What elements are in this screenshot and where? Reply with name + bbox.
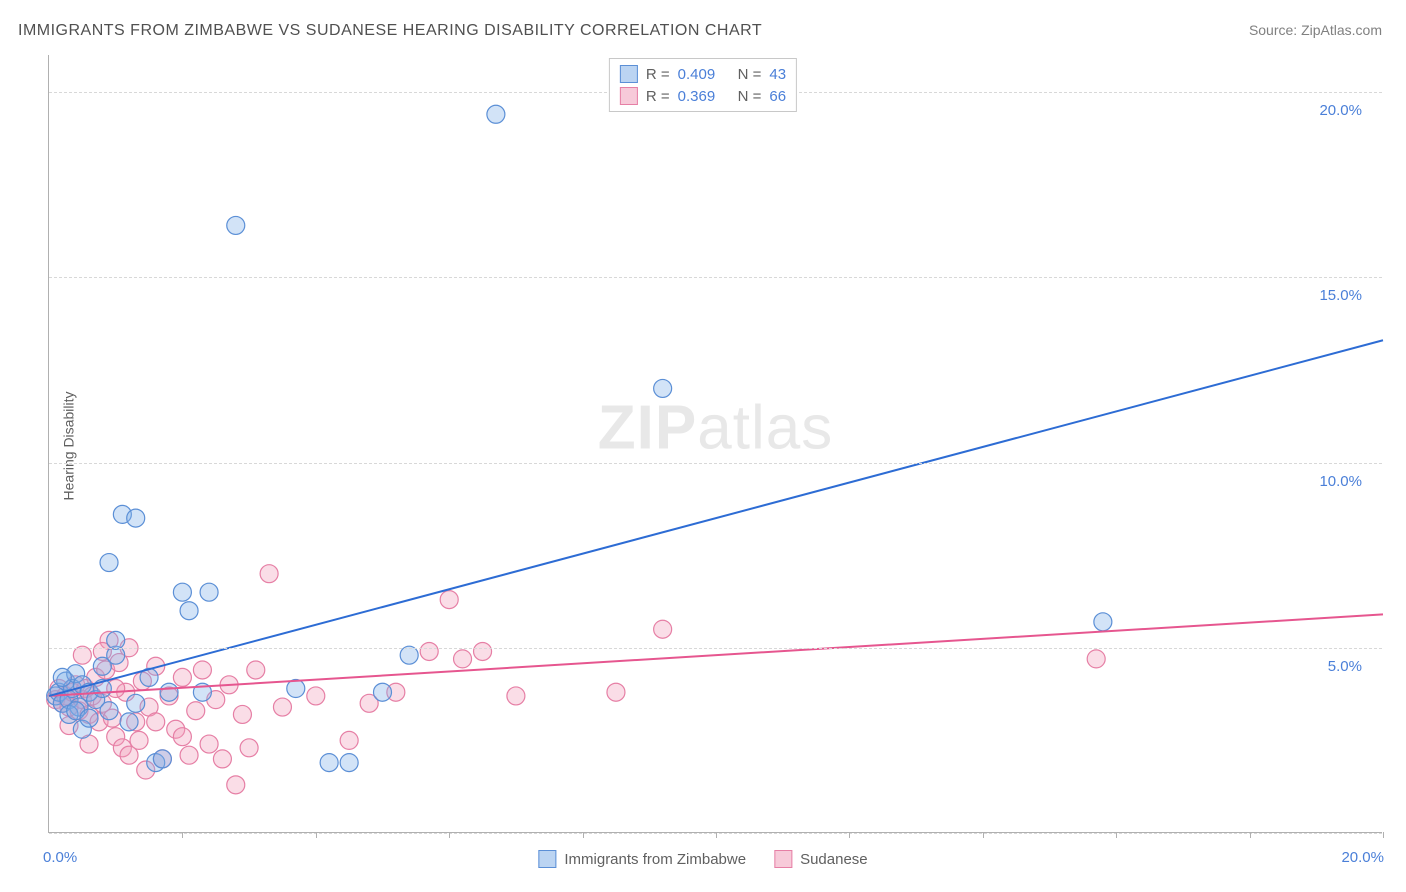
data-point: [180, 602, 198, 620]
data-point: [227, 216, 245, 234]
y-tick-label: 15.0%: [1319, 287, 1362, 304]
data-point: [240, 739, 258, 757]
data-point: [180, 746, 198, 764]
data-point: [233, 705, 251, 723]
data-point: [120, 746, 138, 764]
data-point: [1087, 650, 1105, 668]
legend-swatch: [620, 65, 638, 83]
data-point: [607, 683, 625, 701]
x-tick: [716, 832, 717, 838]
y-tick-label: 20.0%: [1319, 102, 1362, 119]
data-point: [1094, 613, 1112, 631]
x-tick: [316, 832, 317, 838]
legend-swatch: [538, 850, 556, 868]
stats-row: R =0.369N =66: [620, 85, 786, 107]
data-point: [193, 661, 211, 679]
chart-container: IMMIGRANTS FROM ZIMBABWE VS SUDANESE HEA…: [0, 0, 1406, 892]
legend-swatch: [620, 87, 638, 105]
x-tick: [849, 832, 850, 838]
x-tick: [583, 832, 584, 838]
data-point: [100, 702, 118, 720]
data-point: [654, 620, 672, 638]
gridline: [49, 463, 1382, 464]
gridline: [49, 277, 1382, 278]
legend-item: Sudanese: [774, 850, 868, 868]
data-point: [127, 509, 145, 527]
data-point: [200, 583, 218, 601]
data-point: [153, 750, 171, 768]
data-point: [160, 683, 178, 701]
data-point: [200, 735, 218, 753]
data-point: [440, 591, 458, 609]
source-attribution: Source: ZipAtlas.com: [1249, 22, 1382, 38]
data-point: [127, 694, 145, 712]
stats-row: R =0.409N =43: [620, 63, 786, 85]
data-point: [273, 698, 291, 716]
gridline: [49, 648, 1382, 649]
legend-label: Sudanese: [800, 851, 868, 868]
data-point: [400, 646, 418, 664]
x-tick: [182, 832, 183, 838]
data-point: [120, 713, 138, 731]
chart-title: IMMIGRANTS FROM ZIMBABWE VS SUDANESE HEA…: [18, 22, 762, 40]
bottom-legend: Immigrants from Zimbabwe Sudanese: [538, 850, 867, 868]
trend-line: [49, 614, 1383, 696]
data-point: [474, 642, 492, 660]
data-point: [187, 702, 205, 720]
data-point: [654, 379, 672, 397]
y-tick-label: 10.0%: [1319, 473, 1362, 490]
data-point: [420, 642, 438, 660]
source-link[interactable]: ZipAtlas.com: [1301, 22, 1382, 38]
y-tick-label: 5.0%: [1328, 658, 1362, 675]
x-origin-label: 0.0%: [43, 849, 77, 866]
x-end-label: 20.0%: [1341, 849, 1384, 866]
data-point: [173, 583, 191, 601]
data-point: [340, 754, 358, 772]
data-point: [147, 713, 165, 731]
x-tick: [1116, 832, 1117, 838]
x-tick: [983, 832, 984, 838]
data-point: [100, 554, 118, 572]
data-point: [247, 661, 265, 679]
x-tick: [1383, 832, 1384, 838]
data-point: [80, 709, 98, 727]
data-point: [454, 650, 472, 668]
x-tick: [1250, 832, 1251, 838]
data-point: [487, 105, 505, 123]
data-point: [307, 687, 325, 705]
data-point: [227, 776, 245, 794]
data-point: [173, 668, 191, 686]
plot-svg: [49, 55, 1382, 832]
trend-line: [49, 340, 1383, 696]
data-point: [107, 631, 125, 649]
legend-label: Immigrants from Zimbabwe: [564, 851, 746, 868]
data-point: [340, 731, 358, 749]
data-point: [213, 750, 231, 768]
legend-swatch: [774, 850, 792, 868]
plot-area: ZIPatlas 5.0%10.0%15.0%20.0%0.0%20.0%: [48, 55, 1382, 833]
data-point: [260, 565, 278, 583]
data-point: [507, 687, 525, 705]
data-point: [73, 646, 91, 664]
data-point: [53, 668, 71, 686]
x-tick: [449, 832, 450, 838]
data-point: [173, 728, 191, 746]
data-point: [374, 683, 392, 701]
legend-item: Immigrants from Zimbabwe: [538, 850, 746, 868]
data-point: [320, 754, 338, 772]
stats-legend: R =0.409N =43R =0.369N =66: [609, 58, 797, 112]
